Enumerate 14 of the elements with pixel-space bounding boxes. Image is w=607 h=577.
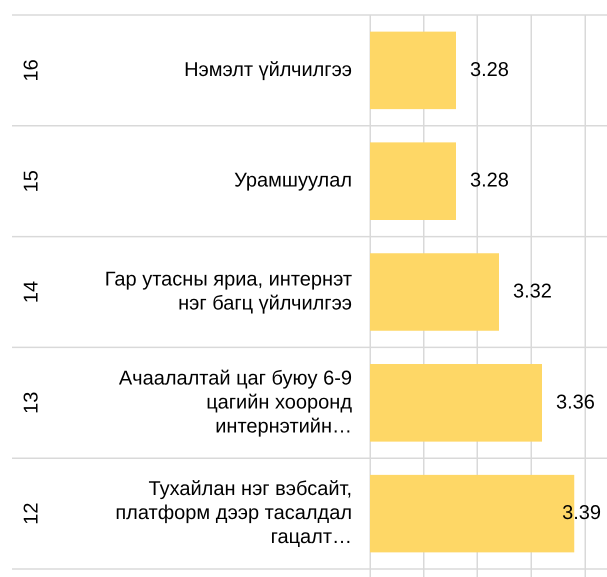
y-tick-label: Гар утасны яриа, интернэт нэг багц үйлчилгээ <box>104 268 352 315</box>
text: 14 <box>20 280 43 304</box>
data-label: 3.36 <box>556 391 595 414</box>
text: 12 <box>20 502 43 525</box>
y-tick-label: Урамшуулал <box>234 170 352 192</box>
data-label: 3.32 <box>513 280 552 303</box>
data-label: 3.28 <box>470 170 509 192</box>
text: 16 <box>20 59 43 82</box>
data-label: 3.28 <box>470 58 509 81</box>
y-tick-label: Тухайлан нэг вэбсайт, платформ дээр тасалдал гацалт… <box>115 478 352 548</box>
y-tick-label: Нэмэлт үйлчилгээ <box>184 58 352 81</box>
y-tick-label: Ачаалалтай цаг буюу 6-9 цагийн хооронд интернэтийн… <box>118 367 352 438</box>
text: 13 <box>20 392 43 414</box>
text: 15 <box>20 170 43 192</box>
